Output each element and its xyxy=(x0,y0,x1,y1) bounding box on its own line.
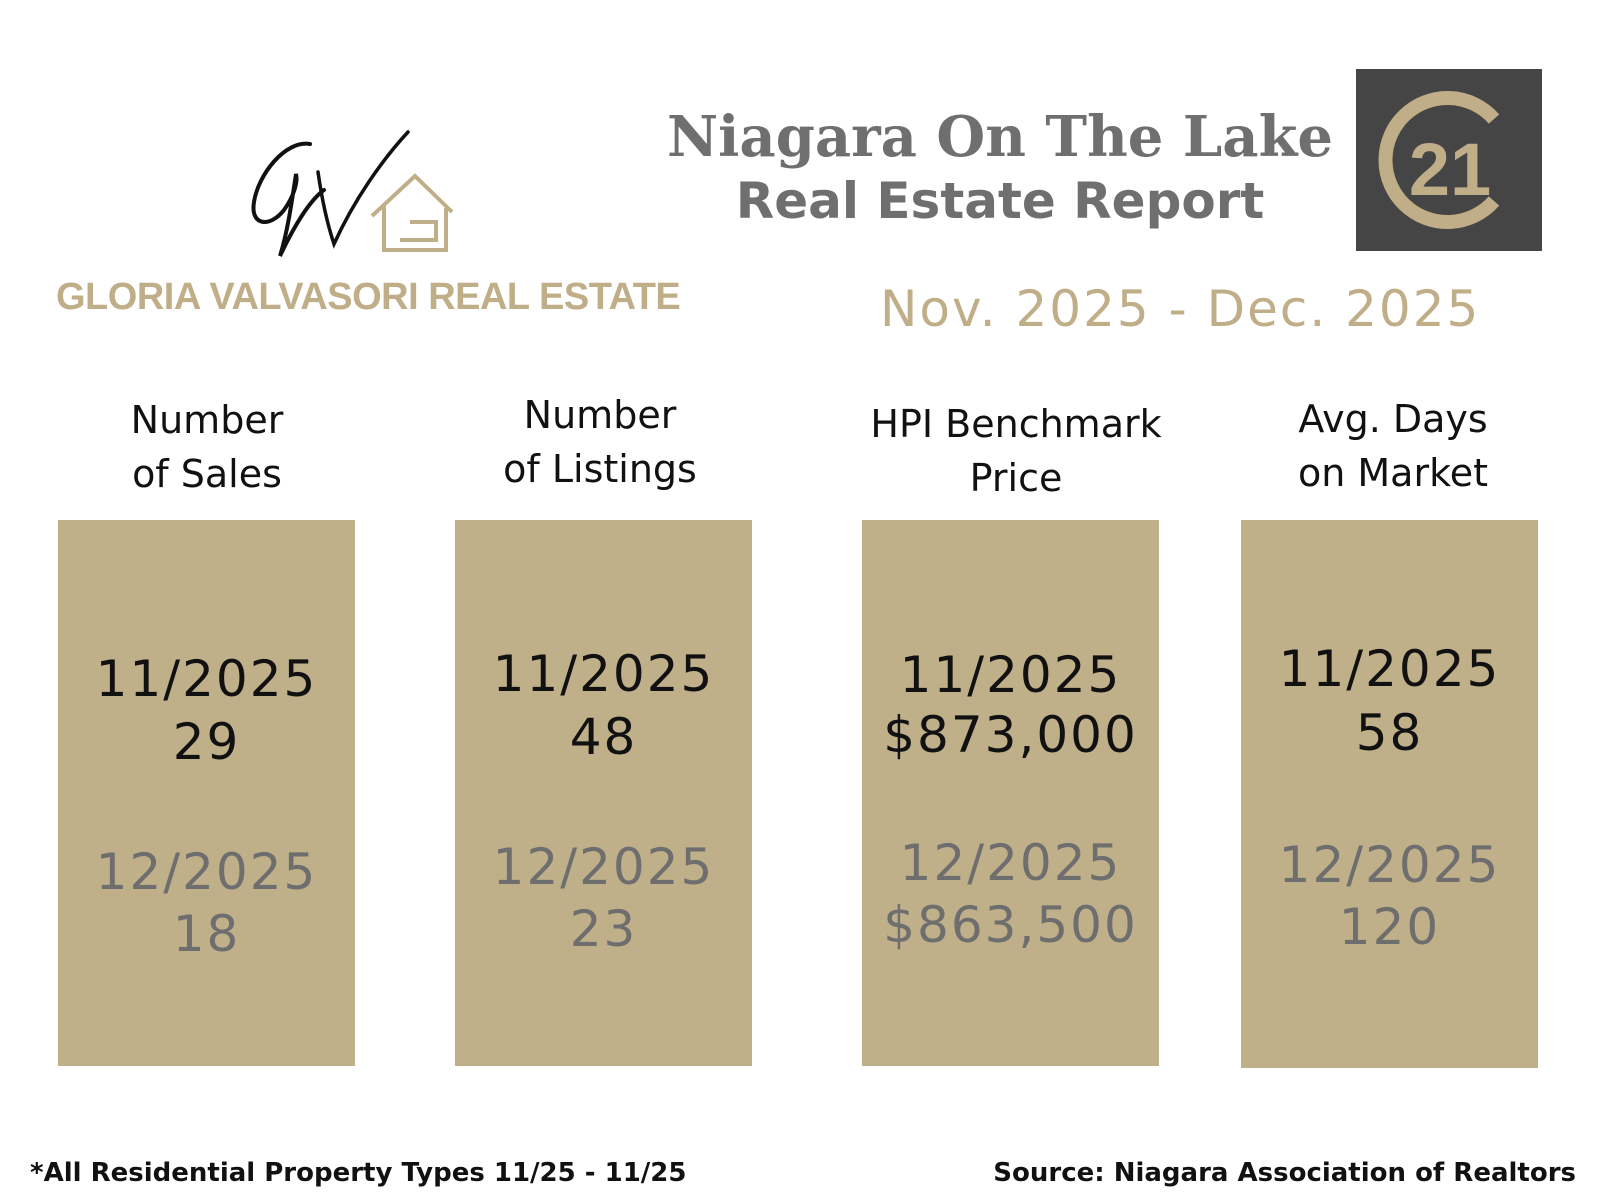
footnote: *All Residential Property Types 11/25 - … xyxy=(30,1158,687,1188)
heading-line: on Market xyxy=(1297,451,1489,495)
heading-avg-days-on-market: Avg. Days on Market xyxy=(1243,392,1543,500)
current-period: 11/2025 xyxy=(899,646,1122,704)
report-subtitle: Real Estate Report xyxy=(735,172,1265,230)
heading-line: Number xyxy=(130,398,284,442)
century-21-logo-icon: 21 xyxy=(1378,91,1500,229)
gv-monogram-icon xyxy=(251,130,454,257)
previous-value: $863,500 xyxy=(883,896,1138,954)
current-value: 29 xyxy=(172,713,241,771)
heading-hpi-benchmark-price: HPI Benchmark Price xyxy=(856,397,1176,505)
heading-line: Number xyxy=(523,393,677,437)
card-avg-days-on-market: 11/2025 58 12/2025 120 xyxy=(1241,520,1538,1068)
heading-line: of Sales xyxy=(132,452,282,496)
current-value: 48 xyxy=(569,708,638,766)
current-value: $873,000 xyxy=(883,706,1138,764)
previous-value: 18 xyxy=(172,905,241,963)
previous-period: 12/2025 xyxy=(492,838,715,896)
heading-line: Avg. Days xyxy=(1298,397,1488,441)
card-number-of-listings: 11/2025 48 12/2025 23 xyxy=(455,520,752,1066)
previous-period: 12/2025 xyxy=(899,834,1122,892)
heading-line: HPI Benchmark xyxy=(870,402,1162,446)
heading-line: Price xyxy=(969,456,1063,500)
logo-text: 21 xyxy=(1409,128,1491,211)
card-number-of-sales: 11/2025 29 12/2025 18 xyxy=(58,520,355,1066)
previous-period: 12/2025 xyxy=(95,843,318,901)
previous-value: 23 xyxy=(569,900,638,958)
current-period: 11/2025 xyxy=(492,645,715,703)
current-period: 11/2025 xyxy=(95,650,318,708)
report-title: Niagara On The Lake xyxy=(666,104,1334,170)
heading-line: of Listings xyxy=(503,447,697,491)
previous-value: 120 xyxy=(1338,898,1441,956)
source-credit: Source: Niagara Association of Realtors xyxy=(993,1158,1576,1188)
brand-logo xyxy=(250,130,470,270)
current-period: 11/2025 xyxy=(1278,640,1501,698)
current-value: 58 xyxy=(1355,704,1424,762)
previous-period: 12/2025 xyxy=(1278,836,1501,894)
heading-number-of-listings: Number of Listings xyxy=(450,388,750,496)
brand-name: GLORIA VALVASORI REAL ESTATE xyxy=(56,276,681,318)
report-period: Nov. 2025 - Dec. 2025 xyxy=(880,280,1481,338)
card-hpi-benchmark-price: 11/2025 $873,000 12/2025 $863,500 xyxy=(862,520,1159,1066)
century-21-logo: 21 xyxy=(1356,69,1542,251)
heading-number-of-sales: Number of Sales xyxy=(57,393,357,501)
